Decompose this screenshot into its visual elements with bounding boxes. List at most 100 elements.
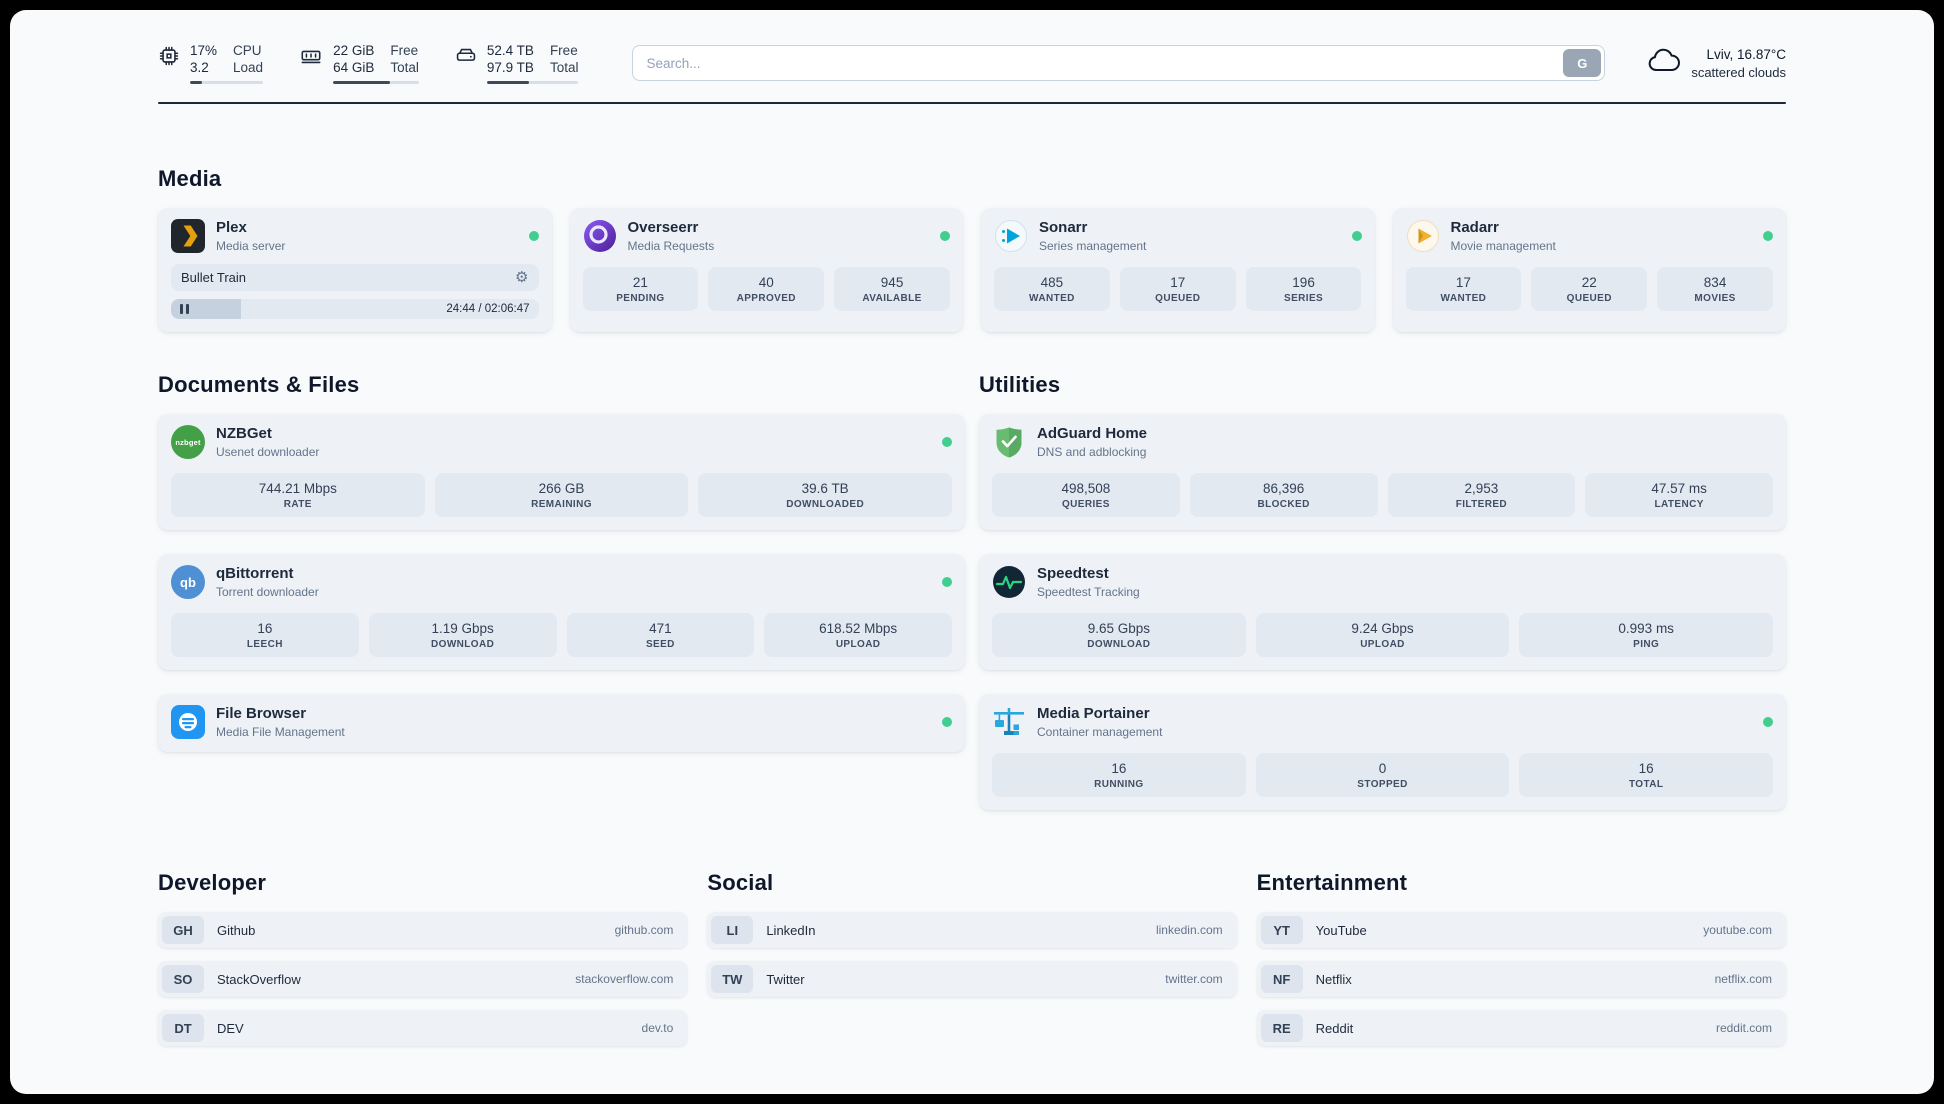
bookmark-twitter[interactable]: TW Twitter twitter.com	[707, 961, 1237, 997]
stat-value: 9.65 Gbps	[1087, 621, 1150, 636]
service-card-speedtest[interactable]: Speedtest Speedtest Tracking 9.65 Gbps D…	[979, 554, 1786, 670]
plex-playback-progress: 24:44 / 02:06:47	[171, 299, 539, 319]
service-subtitle: Container management	[1037, 725, 1163, 739]
service-subtitle: Media File Management	[216, 725, 345, 739]
stat-value: 16	[1638, 761, 1654, 776]
bookmark-abbr: SO	[162, 965, 204, 993]
service-card-plex[interactable]: Plex Media server Bullet Train ⚙ 24:44 /…	[158, 208, 552, 332]
stat-value: 744.21 Mbps	[258, 481, 337, 496]
service-card-portainer[interactable]: Media Portainer Container management 16 …	[979, 694, 1786, 810]
service-name: qBittorrent	[216, 565, 294, 582]
gear-icon[interactable]: ⚙	[515, 268, 529, 286]
stat-rate: 744.21 Mbps RATE	[171, 473, 425, 517]
service-subtitle: DNS and adblocking	[1037, 445, 1147, 459]
bookmark-github[interactable]: GH Github github.com	[158, 912, 688, 948]
stat-label: BLOCKED	[1257, 499, 1310, 510]
service-card-nzbget[interactable]: nzbget NZBGet Usenet downloader 744.21 M…	[158, 414, 965, 530]
section-heading-documents: Documents & Files	[158, 372, 360, 397]
nzbget-icon: nzbget	[171, 425, 205, 459]
service-name: AdGuard Home	[1037, 425, 1148, 442]
sonarr-icon	[994, 219, 1028, 253]
stat-queued: 22 QUEUED	[1531, 267, 1648, 311]
section-media: Media Plex Media server	[158, 166, 1786, 332]
stat-queued: 17 QUEUED	[1119, 267, 1236, 311]
cpu-load-value: 3.2	[190, 60, 209, 75]
bookmark-group-social: Social LI LinkedIn linkedin.com TW Twitt…	[707, 870, 1237, 1046]
stat-blocked: 86,396 BLOCKED	[1189, 473, 1378, 517]
cpu-widget: 17% 3.2 CPU Load	[158, 42, 264, 84]
service-card-radarr[interactable]: Radarr Movie management 17 WANTED 22 QUE…	[1392, 208, 1786, 332]
speedtest-icon	[992, 565, 1026, 599]
stat-value: 2,953	[1464, 481, 1499, 496]
service-name: Media Portainer	[1037, 705, 1150, 722]
cpu-progress-fill	[190, 81, 203, 84]
stat-label: QUEUED	[1155, 293, 1201, 304]
stat-value: 498,508	[1061, 481, 1111, 496]
service-card-sonarr[interactable]: Sonarr Series management 485 WANTED 17 Q…	[981, 208, 1375, 332]
bookmark-netflix[interactable]: NF Netflix netflix.com	[1256, 961, 1786, 997]
memory-free-label: Free	[390, 43, 419, 58]
stat-series: 196 SERIES	[1245, 267, 1362, 311]
stat-value: 196	[1292, 275, 1315, 290]
stat-value: 618.52 Mbps	[819, 621, 898, 636]
stat-value: 471	[649, 621, 672, 636]
bookmark-youtube[interactable]: YT YouTube youtube.com	[1256, 912, 1786, 948]
bookmark-stackoverflow[interactable]: SO StackOverflow stackoverflow.com	[158, 961, 688, 997]
stat-value: 22	[1581, 275, 1597, 290]
disk-icon	[455, 45, 477, 72]
stat-value: 47.57 ms	[1651, 481, 1707, 496]
service-card-filebrowser[interactable]: File Browser Media File Management	[158, 694, 965, 752]
bookmark-name: Github	[217, 922, 256, 938]
bookmark-dev[interactable]: DT DEV dev.to	[158, 1010, 688, 1046]
portainer-icon	[992, 705, 1026, 739]
stat-label: RATE	[283, 499, 312, 510]
status-dot	[942, 577, 952, 587]
bookmark-url: github.com	[614, 923, 674, 937]
bookmark-abbr: TW	[711, 965, 754, 993]
stat-filtered: 2,953 FILTERED	[1387, 473, 1576, 517]
disk-progress-fill	[486, 81, 530, 84]
service-card-adguard[interactable]: AdGuard Home DNS and adblocking 498,508 …	[979, 414, 1786, 530]
stat-label: AVAILABLE	[862, 293, 922, 304]
cpu-icon	[158, 45, 180, 72]
stat-downloaded: 39.6 TB DOWNLOADED	[698, 473, 953, 517]
bookmark-linkedin[interactable]: LI LinkedIn linkedin.com	[707, 912, 1237, 948]
stat-label: DOWNLOAD	[1087, 639, 1151, 650]
now-playing-title: Bullet Train	[181, 270, 247, 285]
pause-icon[interactable]	[180, 304, 189, 314]
stat-approved: 40 APPROVED	[708, 267, 825, 311]
service-name: Sonarr	[1039, 219, 1088, 236]
stat-value: 40	[758, 275, 774, 290]
bookmark-name: Reddit	[1315, 1020, 1354, 1036]
section-heading-developer: Developer	[158, 870, 267, 895]
header: 17% 3.2 CPU Load	[158, 42, 1786, 84]
bookmark-url: stackoverflow.com	[575, 972, 674, 986]
stat-total: 16 TOTAL	[1519, 753, 1774, 797]
stat-value: 16	[257, 621, 273, 636]
search-bar: G	[632, 45, 1606, 81]
search-input[interactable]	[636, 55, 1564, 71]
header-divider	[158, 102, 1786, 104]
plex-now-playing: Bullet Train ⚙	[171, 264, 539, 291]
bookmark-group-entertainment: Entertainment YT YouTube youtube.com NF …	[1256, 870, 1786, 1046]
bookmark-abbr: LI	[711, 916, 754, 944]
stat-wanted: 17 WANTED	[1405, 267, 1522, 311]
stat-value: 945	[880, 275, 904, 290]
cpu-load-label: Load	[233, 60, 264, 75]
stat-label: PING	[1633, 639, 1660, 650]
bookmark-reddit[interactable]: RE Reddit reddit.com	[1256, 1010, 1786, 1046]
search-engine-button[interactable]: G	[1563, 49, 1602, 77]
stat-label: LEECH	[246, 639, 283, 650]
status-dot	[1763, 231, 1773, 241]
service-card-overseerr[interactable]: Overseerr Media Requests 21 PENDING 40 A…	[569, 208, 963, 332]
memory-progress-fill	[333, 81, 390, 84]
cpu-progress-bar	[190, 81, 264, 84]
service-card-qbittorrent[interactable]: qb qBittorrent Torrent downloader 16	[158, 554, 965, 670]
stat-value: 485	[1040, 275, 1064, 290]
bookmark-url: netflix.com	[1714, 972, 1772, 986]
playback-time: 24:44 / 02:06:47	[446, 303, 530, 315]
status-dot	[528, 231, 539, 241]
stat-label: WANTED	[1440, 293, 1487, 304]
stat-seed: 471 SEED	[566, 613, 755, 657]
memory-total-label: Total	[390, 60, 419, 75]
